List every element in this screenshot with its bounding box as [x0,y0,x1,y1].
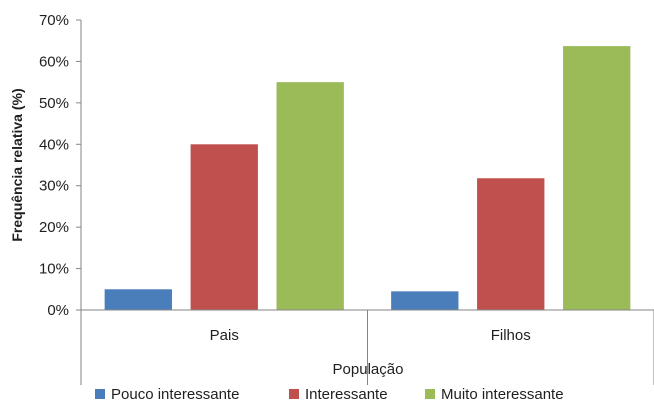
bar-pouco-interessante-pais [104,289,172,310]
x-tick-label: Filhos [491,327,531,344]
bar-muito-interessante-pais [276,82,344,311]
bar-interessante-filhos [477,178,545,310]
plot-area [104,46,631,311]
axes: 0% 10% 20% 30% 40% 50% 60% 70% Pais Filhos [39,12,654,385]
legend-swatch [289,389,299,399]
y-tick-label: 40% [39,136,69,153]
legend-label: Muito interessante [441,386,564,403]
x-axis-title: População [333,361,404,378]
bar-muito-interessante-filhos [563,46,631,310]
bar-interessante-pais [190,144,258,310]
y-tick-label: 10% [39,261,69,278]
legend-label: Interessante [305,386,388,403]
legend-label: Pouco interessante [111,386,239,403]
bar-pouco-interessante-filhos [391,291,459,310]
legend-swatch [425,389,435,399]
y-tick-label: 0% [47,302,69,319]
y-tick-label: 20% [39,219,69,236]
legend-swatch [95,389,105,399]
y-tick-label: 70% [39,12,69,29]
x-tick-label: Pais [210,327,239,344]
y-axis-title: Frequência relativa (%) [9,88,25,241]
y-tick-label: 60% [39,53,69,70]
legend: Pouco interessante Interessante Muito inte… [95,386,564,403]
y-tick-label: 30% [39,178,69,195]
y-tick-label: 50% [39,95,69,112]
